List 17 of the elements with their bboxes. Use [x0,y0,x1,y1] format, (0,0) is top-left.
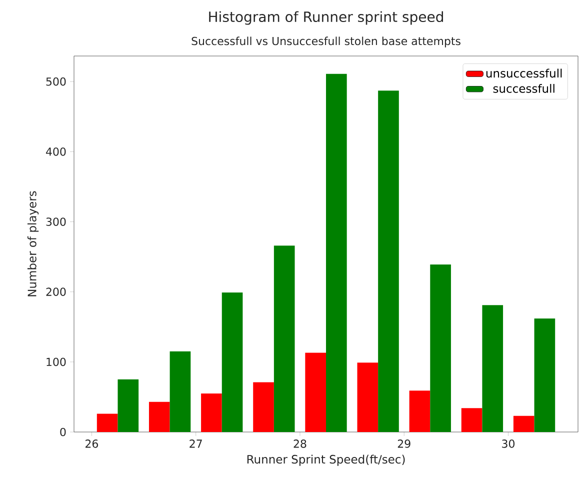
x-axis-title: Runner Sprint Speed(ft/sec) [247,454,405,466]
y-tick-label: 200 [46,288,66,296]
legend-label: successfull [493,84,554,93]
legend-label: unsuccessfull [486,68,562,78]
y-tick-label: 100 [46,358,66,366]
x-tick-label: 29 [398,440,410,448]
chart-title: Histogram of Runner sprint speed [209,11,443,25]
y-tick-label: 300 [46,218,66,226]
x-tick-label: 30 [502,440,514,448]
y-tick-label: 400 [46,148,66,156]
y-tick-label: 0 [60,428,66,436]
x-tick-label: 26 [86,440,98,448]
chart-subtitle: Successfull vs Unsuccesfull stolen base attempts [192,36,460,48]
x-tick-label: 27 [190,440,202,448]
x-tick-label: 28 [294,440,306,448]
y-axis-title: Number of players [27,191,39,296]
y-tick-label: 500 [46,77,66,86]
